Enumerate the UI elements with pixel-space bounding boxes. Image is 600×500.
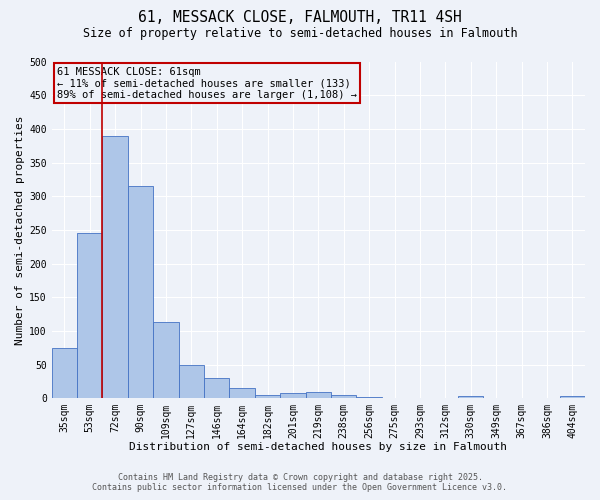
Bar <box>52 348 77 398</box>
Bar <box>103 136 128 398</box>
Y-axis label: Number of semi-detached properties: Number of semi-detached properties <box>15 115 25 344</box>
Bar <box>560 396 585 398</box>
X-axis label: Distribution of semi-detached houses by size in Falmouth: Distribution of semi-detached houses by … <box>130 442 508 452</box>
Bar <box>229 388 255 398</box>
Bar <box>153 322 179 398</box>
Text: Contains HM Land Registry data © Crown copyright and database right 2025.
Contai: Contains HM Land Registry data © Crown c… <box>92 473 508 492</box>
Text: 61 MESSACK CLOSE: 61sqm
← 11% of semi-detached houses are smaller (133)
89% of s: 61 MESSACK CLOSE: 61sqm ← 11% of semi-de… <box>57 66 357 100</box>
Bar <box>77 233 103 398</box>
Text: 61, MESSACK CLOSE, FALMOUTH, TR11 4SH: 61, MESSACK CLOSE, FALMOUTH, TR11 4SH <box>138 10 462 25</box>
Bar <box>331 395 356 398</box>
Bar <box>305 392 331 398</box>
Text: Size of property relative to semi-detached houses in Falmouth: Size of property relative to semi-detach… <box>83 28 517 40</box>
Bar <box>458 396 484 398</box>
Bar <box>280 393 305 398</box>
Bar <box>179 364 204 398</box>
Bar <box>356 397 382 398</box>
Bar <box>255 395 280 398</box>
Bar <box>204 378 229 398</box>
Bar <box>128 186 153 398</box>
